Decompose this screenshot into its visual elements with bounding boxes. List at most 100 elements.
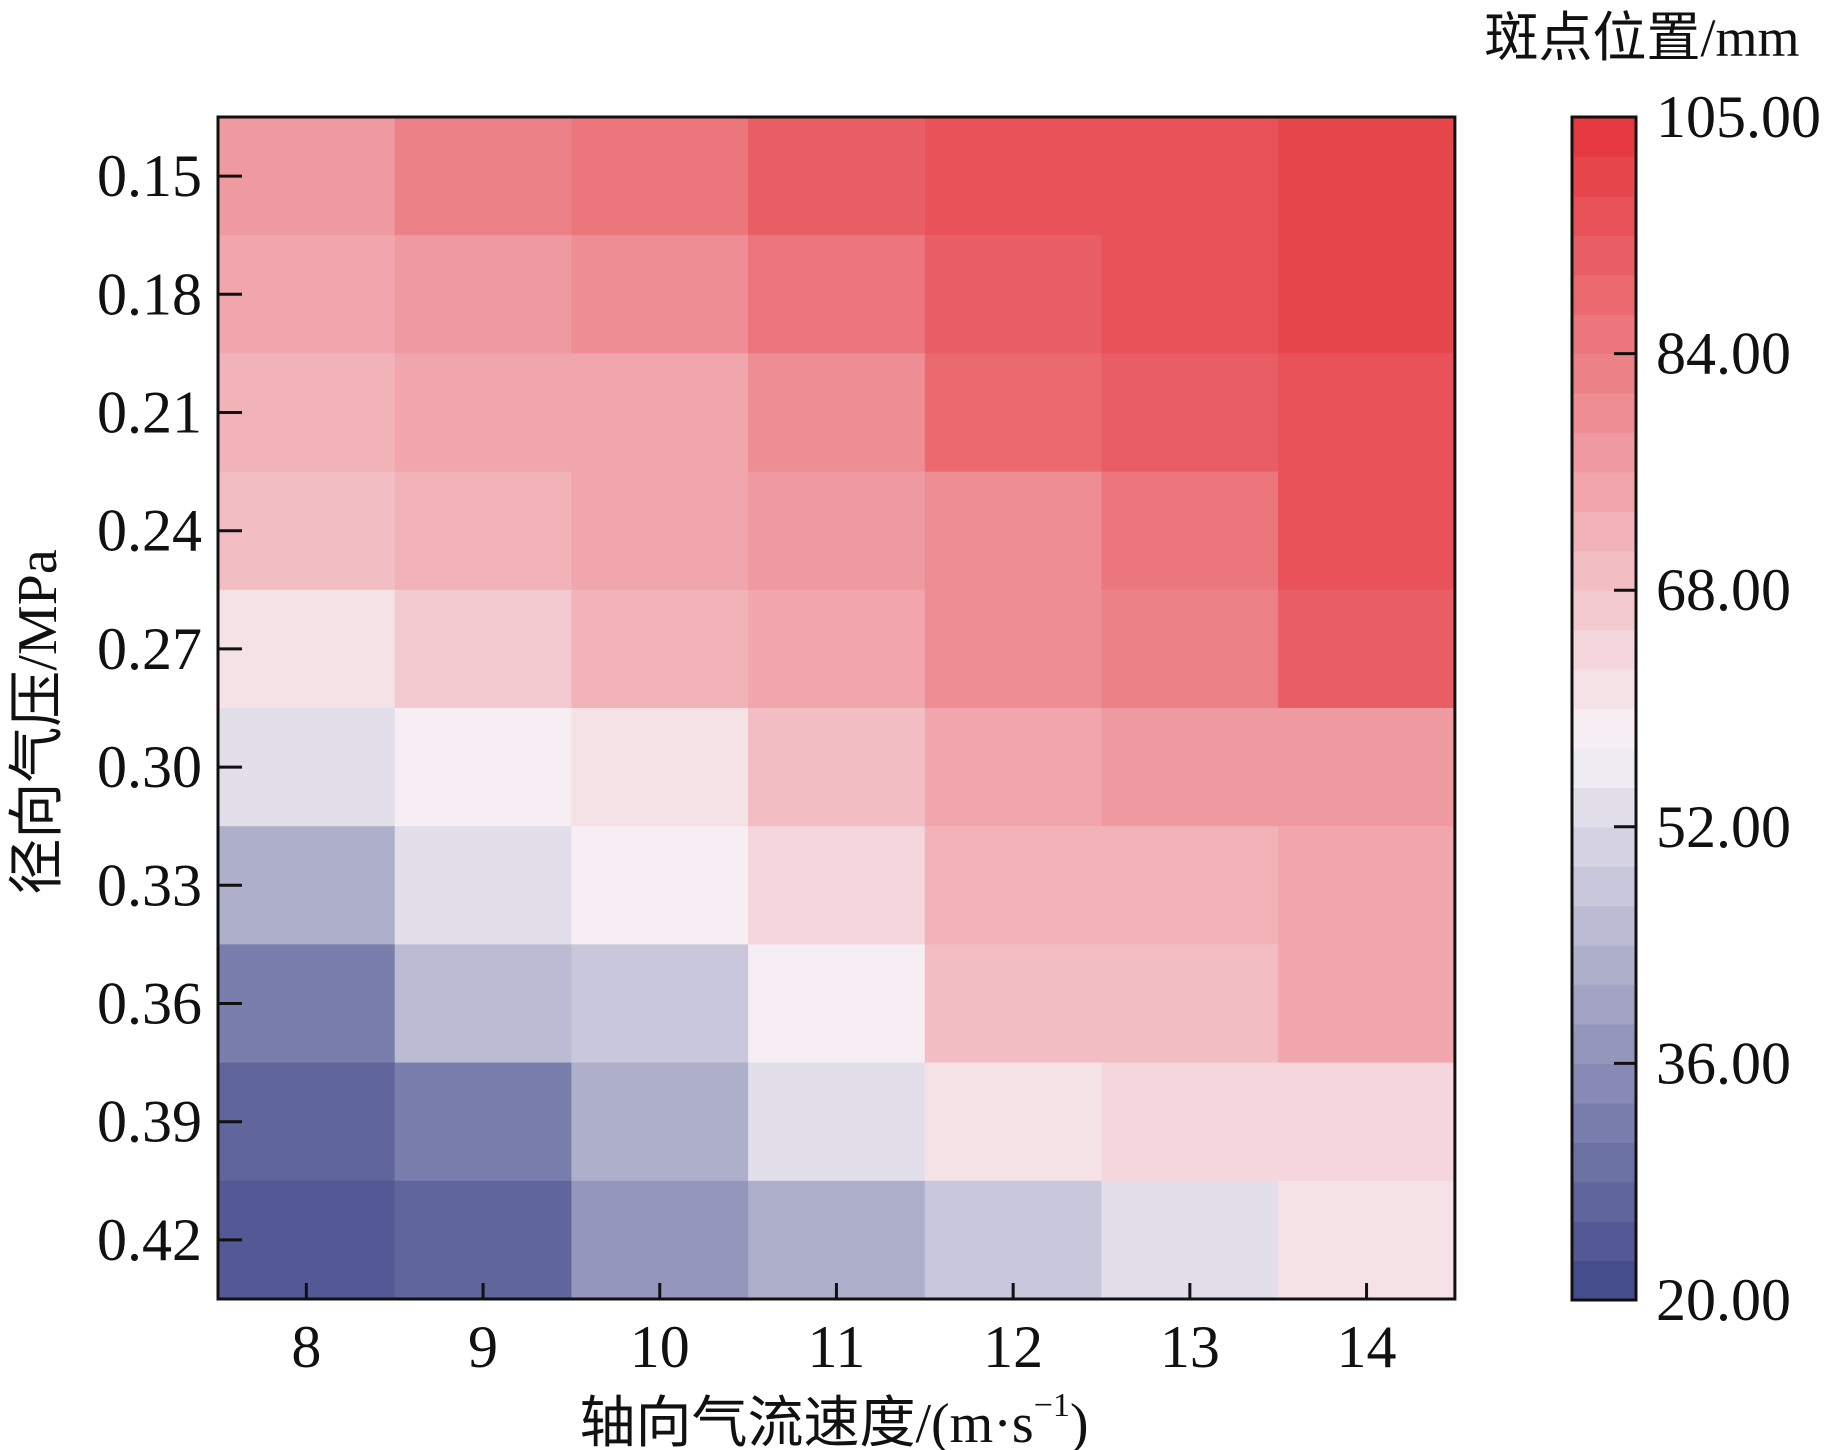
y-tick-label: 0.27 bbox=[97, 616, 202, 682]
heatmap-cell bbox=[394, 471, 572, 591]
heatmap-cell bbox=[218, 1180, 396, 1300]
heatmap-cell bbox=[394, 117, 572, 236]
x-axis-title: 轴向气流速度/(m·s−1) bbox=[579, 1387, 1088, 1450]
heatmap-cell bbox=[571, 117, 749, 236]
heatmap-cell bbox=[1278, 117, 1456, 236]
colorbar-band bbox=[1572, 1181, 1636, 1222]
heatmap-cell bbox=[218, 353, 396, 473]
x-tick-label: 11 bbox=[808, 1314, 866, 1380]
heatmap-cells bbox=[218, 117, 1456, 1300]
colorbar-band bbox=[1572, 945, 1636, 986]
heatmap-cell bbox=[1278, 589, 1456, 709]
colorbar bbox=[1572, 117, 1636, 1301]
heatmap-cell bbox=[1101, 944, 1279, 1064]
colorbar-band bbox=[1572, 1102, 1636, 1143]
colorbar-tick-label: 20.00 bbox=[1656, 1267, 1791, 1333]
heatmap-cell bbox=[1101, 708, 1279, 827]
heatmap-cell bbox=[218, 826, 396, 945]
heatmap-cell bbox=[748, 1062, 926, 1182]
y-axis-title: 径向气压/MPa bbox=[7, 549, 69, 894]
heatmap-cell bbox=[394, 1062, 572, 1182]
heatmap-cell bbox=[218, 708, 396, 827]
heatmap-cell bbox=[394, 708, 572, 827]
heatmap-cell bbox=[394, 589, 572, 709]
heatmap-cell bbox=[924, 235, 1103, 354]
colorbar-title: 斑点位置/mm bbox=[1484, 8, 1799, 68]
colorbar-band bbox=[1572, 1063, 1636, 1104]
x-tick-label: 14 bbox=[1337, 1314, 1397, 1380]
heatmap-cell bbox=[571, 944, 749, 1064]
colorbar-band bbox=[1572, 117, 1636, 158]
colorbar-tick-label: 52.00 bbox=[1656, 794, 1791, 860]
colorbar-band bbox=[1572, 1221, 1636, 1262]
heatmap-cell bbox=[748, 944, 926, 1064]
heatmap-cell bbox=[748, 826, 926, 945]
heatmap-cell bbox=[924, 1062, 1103, 1182]
heatmap-cell bbox=[218, 944, 396, 1064]
colorbar-tick-label: 84.00 bbox=[1656, 321, 1791, 387]
y-axis-ticks: 0.15 0.18 0.21 0.24 0.27 0.30 0.33 0.36 0.39 0.42 bbox=[97, 143, 242, 1273]
colorbar-ticks: 20.00 36.00 52.00 68.00 84.00 105.00 bbox=[1614, 84, 1821, 1333]
heatmap-cell bbox=[1278, 826, 1456, 945]
colorbar-band bbox=[1572, 826, 1636, 867]
heatmap-cell bbox=[1101, 1180, 1279, 1300]
heatmap-cell bbox=[218, 117, 396, 236]
heatmap-cell bbox=[1278, 235, 1456, 354]
x-axis-ticks: 8 9 10 11 12 13 14 bbox=[291, 1283, 1397, 1380]
heatmap-cell bbox=[571, 826, 749, 945]
colorbar-band bbox=[1572, 669, 1636, 710]
heatmap-cell bbox=[924, 944, 1103, 1064]
heatmap-cell bbox=[924, 708, 1103, 827]
colorbar-band bbox=[1572, 1023, 1636, 1064]
colorbar-tick-label: 68.00 bbox=[1656, 557, 1791, 623]
heatmap-cell bbox=[218, 1062, 396, 1182]
heatmap-cell bbox=[924, 471, 1103, 591]
heatmap-cell bbox=[748, 353, 926, 473]
heatmap-cell bbox=[748, 708, 926, 827]
heatmap-cell bbox=[571, 235, 749, 354]
colorbar-band bbox=[1572, 393, 1636, 434]
heatmap-cell bbox=[1278, 353, 1456, 473]
colorbar-band bbox=[1572, 314, 1636, 355]
colorbar-band bbox=[1572, 984, 1636, 1025]
y-tick-label: 0.33 bbox=[97, 852, 202, 918]
heatmap-cell bbox=[571, 589, 749, 709]
y-tick-label: 0.36 bbox=[97, 971, 202, 1037]
heatmap-cell bbox=[748, 117, 926, 236]
x-tick-label: 9 bbox=[468, 1314, 498, 1380]
y-tick-label: 0.18 bbox=[97, 261, 202, 327]
colorbar-band bbox=[1572, 471, 1636, 512]
colorbar-band bbox=[1572, 550, 1636, 591]
colorbar-frame bbox=[1570, 115, 1638, 1302]
heatmap-cell bbox=[394, 944, 572, 1064]
colorbar-band bbox=[1572, 432, 1636, 473]
colorbar-band bbox=[1572, 866, 1636, 907]
heatmap-cell bbox=[571, 708, 749, 827]
heatmap-cell bbox=[1101, 117, 1279, 236]
heatmap-cell bbox=[1278, 1062, 1456, 1182]
heatmap-cell bbox=[924, 1180, 1103, 1300]
heatmap-cell bbox=[394, 353, 572, 473]
heatmap-cell bbox=[924, 117, 1103, 236]
heatmap-cell bbox=[924, 353, 1103, 473]
heatmap-cell bbox=[571, 471, 749, 591]
heatmap-cell bbox=[394, 235, 572, 354]
heatmap-cell bbox=[571, 353, 749, 473]
heatmap-cell bbox=[1101, 826, 1279, 945]
heatmap-cell bbox=[394, 1180, 572, 1300]
colorbar-tick-label: 105.00 bbox=[1656, 84, 1821, 150]
heatmap-cell bbox=[1278, 1180, 1456, 1300]
heatmap-cell bbox=[1278, 944, 1456, 1064]
heatmap-cell bbox=[1278, 471, 1456, 591]
y-tick-label: 0.30 bbox=[97, 734, 202, 800]
colorbar-band bbox=[1572, 1142, 1636, 1183]
colorbar-tick-label: 36.00 bbox=[1656, 1030, 1791, 1096]
x-tick-label: 12 bbox=[983, 1314, 1043, 1380]
heatmap-cell bbox=[571, 1062, 749, 1182]
colorbar-band bbox=[1572, 787, 1636, 828]
heatmap-cell bbox=[1101, 235, 1279, 354]
heatmap-cell bbox=[748, 589, 926, 709]
heatmap-cell bbox=[1101, 471, 1279, 591]
y-tick-label: 0.15 bbox=[97, 143, 202, 209]
